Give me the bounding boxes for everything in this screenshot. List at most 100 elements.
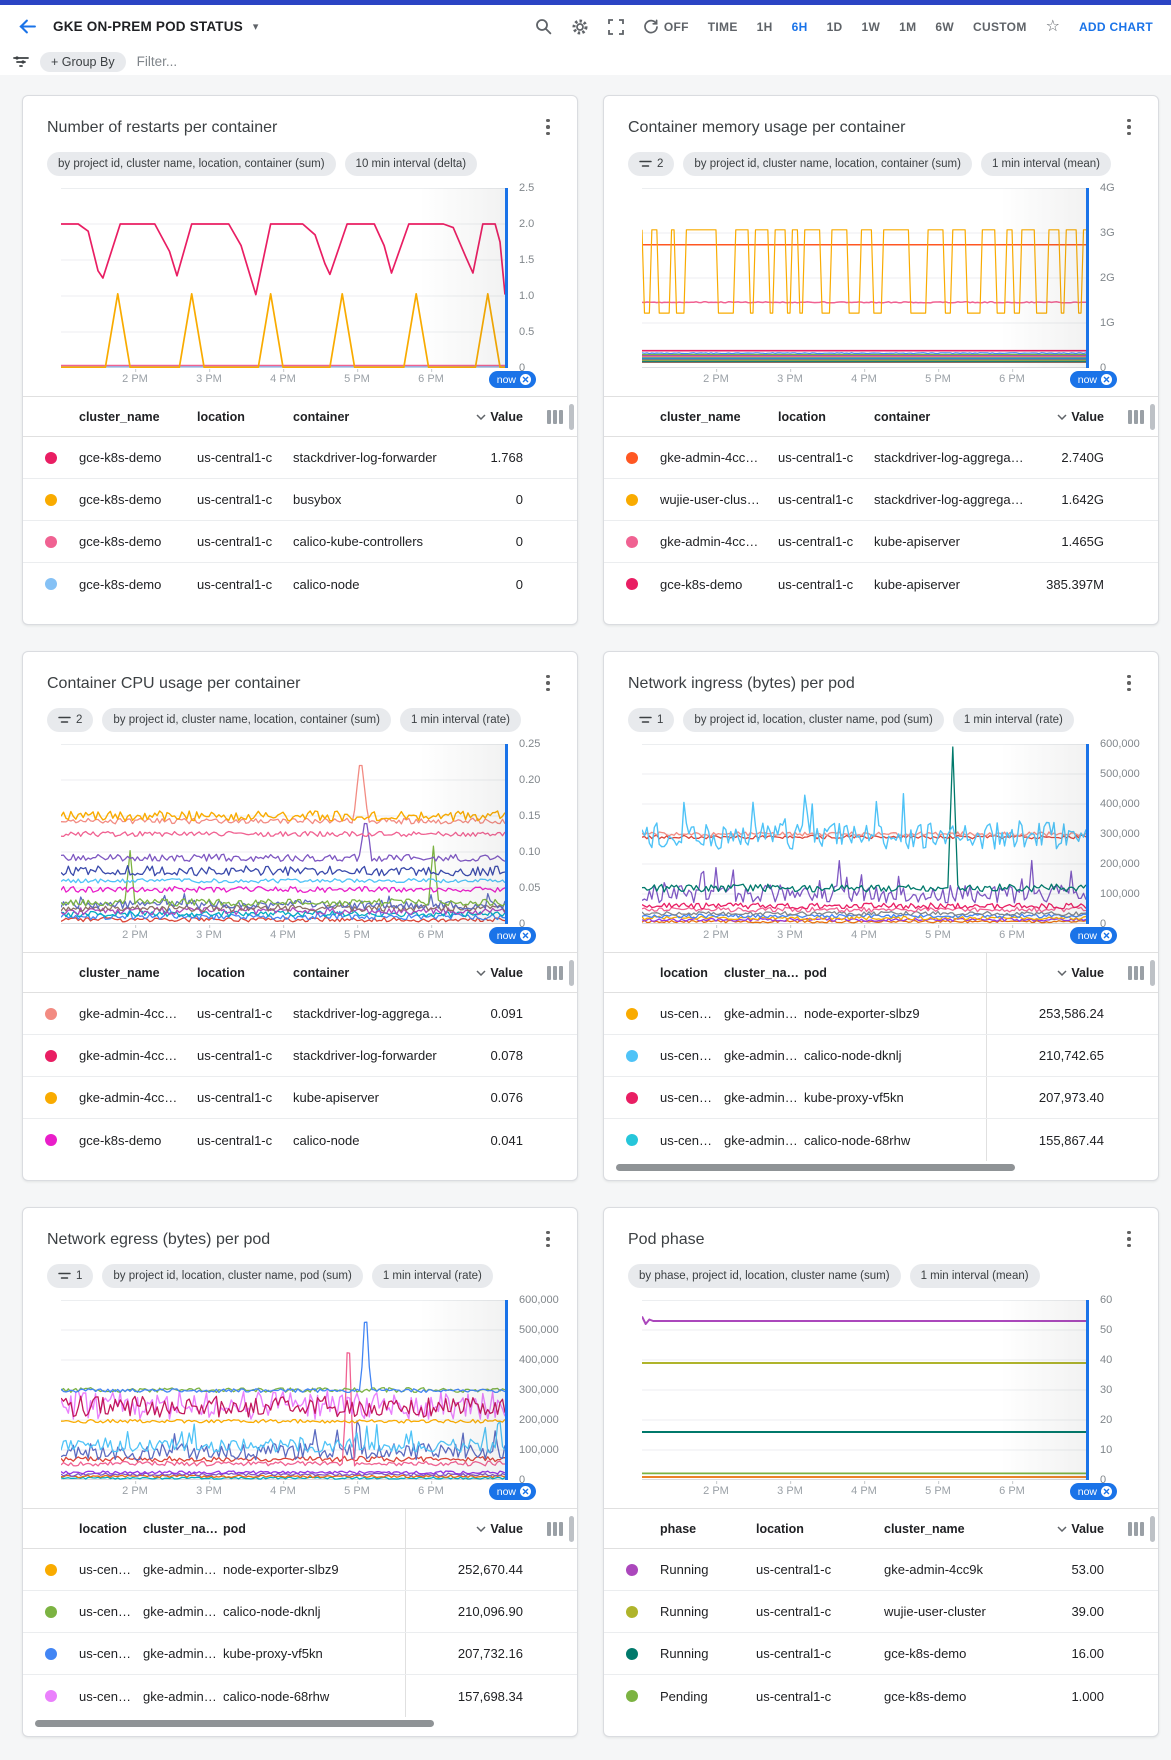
- table-row[interactable]: gke-admin-4cc… us-central1-c stackdriver-l…: [604, 437, 1158, 479]
- more-options-button[interactable]: [1120, 1229, 1138, 1249]
- table-row[interactable]: us-cen… gke-admin… kube-proxy-vf5kn 207,732…: [23, 1633, 577, 1675]
- interval-chip[interactable]: 1 min interval (rate): [952, 708, 1074, 732]
- filter-count-chip[interactable]: 1: [628, 708, 675, 732]
- columns-icon[interactable]: [533, 965, 577, 980]
- time-range-custom[interactable]: CUSTOM: [973, 19, 1027, 34]
- table-row[interactable]: us-cen… gke-admin… calico-node-68rhw 155,86…: [604, 1119, 1158, 1161]
- table-row[interactable]: gke-admin-4cc… us-central1-c stackdriver-l…: [23, 993, 577, 1035]
- table-row[interactable]: Pending us-central1-c gce-k8s-demo 1.000: [604, 1675, 1158, 1717]
- now-badge[interactable]: now: [488, 1483, 536, 1500]
- filter-input[interactable]: Filter...: [136, 54, 178, 69]
- table-row[interactable]: us-cen… gke-admin… calico-node-dknlj 210,09…: [23, 1591, 577, 1633]
- time-range-time[interactable]: TIME: [707, 19, 738, 34]
- column-header[interactable]: phase: [660, 1521, 697, 1536]
- horizontal-scrollbar[interactable]: [616, 1164, 1015, 1171]
- more-options-button[interactable]: [539, 1229, 557, 1249]
- column-header[interactable]: cluster_name: [884, 1521, 965, 1536]
- group-by-chip[interactable]: by project id, location, cluster name, p…: [683, 708, 944, 732]
- time-range-6w[interactable]: 6W: [935, 19, 955, 34]
- filter-count-chip[interactable]: 2: [628, 152, 675, 176]
- columns-icon[interactable]: [1114, 409, 1158, 424]
- time-range-6h[interactable]: 6H: [791, 19, 808, 34]
- table-row[interactable]: wujie-user-clus… us-central1-c stackdriver…: [604, 479, 1158, 521]
- vertical-scrollbar[interactable]: [569, 960, 574, 986]
- now-badge[interactable]: now: [1069, 1483, 1117, 1500]
- table-row[interactable]: Running us-central1-c gke-admin-4cc9k 53.00: [604, 1549, 1158, 1591]
- column-header[interactable]: location: [756, 1521, 804, 1536]
- group-by-chip[interactable]: by project id, cluster name, location, c…: [102, 708, 391, 732]
- more-options-button[interactable]: [539, 117, 557, 137]
- table-row[interactable]: Running us-central1-c gce-k8s-demo 16.00: [604, 1633, 1158, 1675]
- group-by-chip[interactable]: by project id, cluster name, location, c…: [47, 152, 336, 176]
- vertical-scrollbar[interactable]: [1150, 960, 1155, 986]
- columns-icon[interactable]: [533, 409, 577, 424]
- time-range-1h[interactable]: 1H: [756, 19, 773, 34]
- auto-refresh-toggle[interactable]: OFF: [643, 19, 689, 35]
- column-header[interactable]: location: [197, 965, 245, 980]
- table-row[interactable]: Running us-central1-c wujie-user-cluster 39…: [604, 1591, 1158, 1633]
- table-row[interactable]: us-cen… gke-admin… calico-node-68rhw 157,69…: [23, 1675, 577, 1717]
- vertical-scrollbar[interactable]: [569, 1516, 574, 1542]
- now-badge[interactable]: now: [488, 927, 536, 944]
- interval-chip[interactable]: 10 min interval (delta): [344, 152, 478, 176]
- vertical-scrollbar[interactable]: [569, 404, 574, 430]
- column-header[interactable]: cluster_na…: [724, 965, 800, 980]
- table-row[interactable]: gce-k8s-demo us-central1-c kube-apiserver 3…: [604, 563, 1158, 605]
- more-options-button[interactable]: [1120, 673, 1138, 693]
- filter-count-chip[interactable]: 2: [47, 708, 94, 732]
- table-row[interactable]: gce-k8s-demo us-central1-c calico-node 0.04…: [23, 1119, 577, 1161]
- interval-chip[interactable]: 1 min interval (rate): [399, 708, 522, 732]
- interval-chip[interactable]: 1 min interval (rate): [371, 1264, 493, 1288]
- time-range-1m[interactable]: 1M: [899, 19, 917, 34]
- value-column-header[interactable]: Value: [1026, 1509, 1114, 1548]
- table-row[interactable]: gke-admin-4cc… us-central1-c kube-apiserve…: [23, 1077, 577, 1119]
- column-header[interactable]: container: [293, 409, 350, 424]
- columns-icon[interactable]: [1114, 1521, 1158, 1536]
- columns-icon[interactable]: [1114, 965, 1158, 980]
- filter-list-icon[interactable]: [13, 55, 29, 69]
- value-column-header[interactable]: Value: [986, 953, 1114, 992]
- settings-gear-icon[interactable]: [571, 18, 589, 36]
- chart-plot[interactable]: 2.5 2.0 1.5 1.0 0.5 0: [61, 182, 553, 374]
- value-column-header[interactable]: Value: [445, 397, 533, 436]
- value-column-header[interactable]: Value: [445, 953, 533, 992]
- more-options-button[interactable]: [1120, 117, 1138, 137]
- now-badge[interactable]: now: [488, 371, 536, 388]
- time-range-1d[interactable]: 1D: [826, 19, 843, 34]
- column-header[interactable]: container: [293, 965, 350, 980]
- search-icon[interactable]: [535, 18, 552, 35]
- table-row[interactable]: gce-k8s-demo us-central1-c calico-node 0: [23, 563, 577, 605]
- now-badge[interactable]: now: [1069, 927, 1117, 944]
- vertical-scrollbar[interactable]: [1150, 1516, 1155, 1542]
- now-badge[interactable]: now: [1069, 371, 1117, 388]
- group-by-chip[interactable]: by project id, cluster name, location, c…: [683, 152, 972, 176]
- fullscreen-icon[interactable]: [607, 18, 624, 35]
- column-header[interactable]: location: [79, 1521, 127, 1536]
- chart-plot[interactable]: 600,000 500,000 400,000 300,000 200,000 100,0…: [61, 1294, 559, 1486]
- add-chart-button[interactable]: ADD CHART: [1078, 19, 1153, 34]
- column-header[interactable]: location: [197, 409, 245, 424]
- table-row[interactable]: us-cen… gke-admin… calico-node-dknlj 210,74…: [604, 1035, 1158, 1077]
- vertical-scrollbar[interactable]: [1150, 404, 1155, 430]
- value-column-header[interactable]: Value: [405, 1509, 533, 1548]
- group-by-chip[interactable]: by phase, project id, location, cluster …: [628, 1264, 901, 1288]
- table-row[interactable]: gce-k8s-demo us-central1-c busybox 0: [23, 479, 577, 521]
- filter-count-chip[interactable]: 1: [47, 1264, 94, 1288]
- table-row[interactable]: gke-admin-4cc… us-central1-c kube-apiserve…: [604, 521, 1158, 563]
- column-header[interactable]: location: [660, 965, 708, 980]
- chart-plot[interactable]: 0.25 0.20 0.15 0.10 0.05 0: [61, 738, 553, 930]
- horizontal-scrollbar[interactable]: [35, 1720, 434, 1727]
- time-range-1w[interactable]: 1W: [861, 19, 881, 34]
- column-header[interactable]: pod: [223, 1521, 246, 1536]
- more-options-button[interactable]: [539, 673, 557, 693]
- interval-chip[interactable]: 1 min interval (mean): [980, 152, 1111, 176]
- column-header[interactable]: location: [778, 409, 826, 424]
- columns-icon[interactable]: [533, 1521, 577, 1536]
- column-header[interactable]: container: [874, 409, 931, 424]
- group-by-chip[interactable]: + Group By: [40, 51, 126, 72]
- value-column-header[interactable]: Value: [1026, 397, 1114, 436]
- column-header[interactable]: cluster_name: [79, 965, 160, 980]
- chart-plot[interactable]: 600,000 500,000 400,000 300,000 200,000 100,0…: [642, 738, 1140, 930]
- column-header[interactable]: cluster_na…: [143, 1521, 219, 1536]
- table-row[interactable]: us-cen… gke-admin… kube-proxy-vf5kn 207,973…: [604, 1077, 1158, 1119]
